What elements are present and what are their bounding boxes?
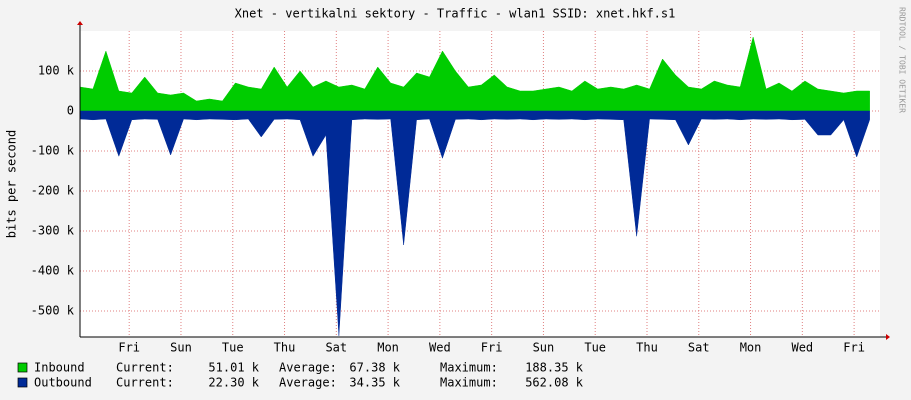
y-tick-label: 100 k bbox=[38, 64, 75, 78]
x-tick-label: Wed bbox=[429, 341, 451, 355]
area bbox=[79, 110, 870, 336]
x-tick-label: Fri bbox=[118, 341, 140, 355]
legend-stat-label: Average: bbox=[279, 361, 337, 375]
y-tick-label: -200 k bbox=[31, 184, 75, 198]
legend-stat-label: Maximum: bbox=[440, 376, 498, 390]
legend-stat-label: Maximum: bbox=[440, 361, 498, 375]
x-tick-label: Sat bbox=[688, 341, 710, 355]
y-tick-label: -100 k bbox=[31, 144, 75, 158]
legend-swatch bbox=[17, 362, 28, 373]
x-tick-label: Fri bbox=[843, 341, 865, 355]
legend-stat-value: 34.35 k bbox=[349, 376, 400, 390]
y-axis-label: bits per second bbox=[5, 130, 19, 238]
y-tick-label: 0 bbox=[67, 104, 74, 118]
area bbox=[79, 36, 870, 112]
y-tick-label: -400 k bbox=[31, 264, 75, 278]
y-axis-arrow bbox=[77, 21, 83, 25]
legend-stat-value: 51.01 k bbox=[208, 361, 259, 375]
legend-stat-label: Current: bbox=[116, 361, 174, 375]
watermark: RRDTOOL / TOBI OETIKER bbox=[898, 7, 907, 113]
legend-label: Outbound bbox=[34, 376, 92, 390]
x-tick-label: Thu bbox=[274, 341, 296, 355]
x-tick-label: Sun bbox=[170, 341, 192, 355]
legend-stat-value: 67.38 k bbox=[349, 361, 400, 375]
legend-stat-label: Current: bbox=[116, 376, 174, 390]
legend-stat-label: Average: bbox=[279, 376, 337, 390]
legend-stat-value: 188.35 k bbox=[525, 361, 584, 375]
chart-title: Xnet - vertikalni sektory - Traffic - wl… bbox=[235, 7, 676, 21]
x-tick-label: Tue bbox=[584, 341, 606, 355]
legend-label: Inbound bbox=[34, 361, 85, 375]
x-axis-arrow bbox=[886, 334, 890, 340]
x-tick-label: Tue bbox=[222, 341, 244, 355]
x-tick-label: Thu bbox=[636, 341, 658, 355]
x-tick-label: Mon bbox=[377, 341, 399, 355]
x-tick-label: Fri bbox=[481, 341, 503, 355]
y-tick-label: -500 k bbox=[31, 304, 75, 318]
x-tick-label: Mon bbox=[740, 341, 762, 355]
x-tick-label: Sat bbox=[325, 341, 347, 355]
legend-stat-value: 562.08 k bbox=[525, 376, 584, 390]
x-tick-label: Wed bbox=[791, 341, 813, 355]
legend-swatch bbox=[17, 377, 28, 388]
legend-stat-value: 22.30 k bbox=[208, 376, 259, 390]
x-tick-label: Sun bbox=[533, 341, 555, 355]
y-tick-label: -300 k bbox=[31, 224, 75, 238]
